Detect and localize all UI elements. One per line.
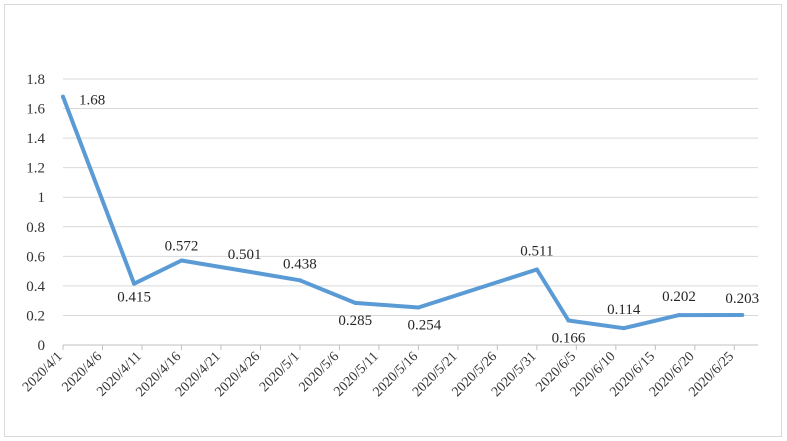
data-label: 0.254 bbox=[408, 317, 442, 333]
data-point bbox=[566, 318, 571, 323]
gridlines bbox=[63, 78, 758, 316]
x-tick-label: 2020/4/1 bbox=[20, 349, 66, 395]
data-label: 0.203 bbox=[725, 291, 759, 307]
y-tick-label: 1.4 bbox=[26, 131, 45, 147]
data-point bbox=[132, 281, 137, 286]
y-tick-label: 0.4 bbox=[26, 279, 45, 295]
data-label: 0.285 bbox=[338, 313, 372, 329]
data-label: 0.166 bbox=[552, 330, 586, 346]
data-label: 0.114 bbox=[607, 302, 641, 318]
data-label: 1.68 bbox=[79, 93, 105, 109]
data-label: 0.501 bbox=[228, 247, 262, 263]
y-tick-label: 1.2 bbox=[26, 161, 45, 177]
data-label: 0.415 bbox=[117, 290, 151, 306]
y-axis-ticks: 0 0.2 0.4 0.6 0.8 1 1.2 1.4 1.6 1.8 bbox=[26, 72, 45, 354]
data-label: 0.438 bbox=[283, 256, 317, 272]
data-point bbox=[353, 300, 358, 305]
data-point bbox=[179, 258, 184, 263]
data-point bbox=[534, 267, 539, 272]
y-tick-label: 0.8 bbox=[26, 220, 45, 236]
y-tick-label: 1.8 bbox=[26, 72, 45, 88]
y-tick-label: 0.6 bbox=[26, 249, 45, 265]
data-point bbox=[740, 313, 745, 318]
y-tick-label: 1.6 bbox=[26, 102, 45, 118]
series-line bbox=[61, 94, 745, 331]
data-label: 0.202 bbox=[662, 289, 696, 305]
data-labels: 1.68 0.415 0.572 0.501 0.438 0.285 0.254 0.511 0… bbox=[79, 93, 759, 347]
x-axis bbox=[62, 344, 758, 350]
data-label: 0.511 bbox=[520, 243, 553, 259]
chart-area bbox=[4, 4, 782, 437]
data-point bbox=[621, 326, 626, 331]
x-tick-label: 2020/5/1 bbox=[257, 349, 303, 395]
series-line-path bbox=[61, 94, 745, 331]
data-point bbox=[297, 278, 302, 283]
y-tick-label: 0 bbox=[38, 338, 46, 354]
data-point bbox=[61, 94, 65, 99]
data-point bbox=[677, 313, 682, 318]
data-label: 0.572 bbox=[165, 238, 199, 254]
x-axis-ticks: 2020/4/12020/4/62020/4/112020/4/162020/4… bbox=[20, 349, 737, 400]
y-tick-label: 1 bbox=[38, 190, 46, 206]
y-tick-label: 0.2 bbox=[26, 308, 45, 324]
data-point bbox=[416, 305, 421, 310]
data-point bbox=[242, 268, 247, 273]
